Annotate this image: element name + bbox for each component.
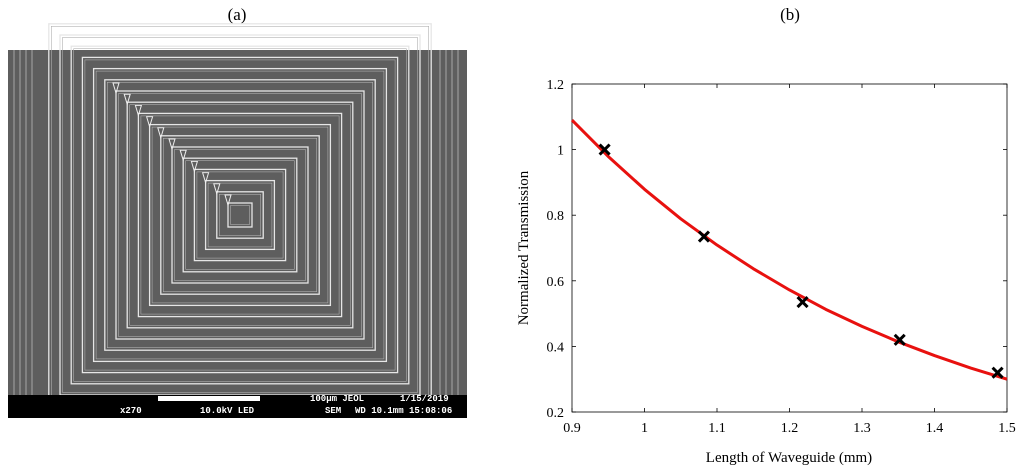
taper [157,127,165,140]
x-tick-label: 1.4 [926,421,944,436]
scale-bar [158,396,260,401]
data-point [697,230,711,243]
waveguide-loop [182,157,298,273]
waveguide-loop [92,67,388,363]
waveguide-loop [227,202,253,228]
x-tick-label: 1.5 [998,421,1016,436]
waveguide-loop [216,191,264,239]
waveguide-loop [204,179,276,251]
sem-text: SEM [325,406,341,416]
panel-label: (b) [780,5,800,24]
y-tick-label: 1 [557,144,564,159]
waveguide-loop [207,182,273,248]
x-axis-label: Length of Waveguide (mm) [706,450,872,466]
taper [145,116,154,129]
taper [213,183,221,196]
x-tick-label: 0.9 [563,421,581,436]
y-tick-label: 0.2 [547,406,565,421]
taper [112,82,120,95]
waveguide-loop [62,37,418,393]
waveguide-loop [73,48,407,382]
y-tick-label: 0.6 [547,275,565,290]
sem-text: 1/15/2019 [400,394,449,404]
waveguide-loop [163,138,317,292]
waveguide-loop [185,160,295,270]
waveguide-loop [196,171,284,259]
sem-text: WD 10.1mm 15:08:06 [355,406,452,416]
sem-text: 10.0kV LED [200,406,255,416]
waveguide-loop [129,104,351,326]
x-tick-label: 1.1 [708,421,726,436]
waveguide-loop [219,194,262,237]
waveguide-loop [174,149,306,281]
waveguide-loop [107,82,373,348]
taper [190,160,199,174]
taper [201,172,210,185]
waveguide-loop [70,45,410,385]
sem-text: x270 [120,406,142,416]
taper [168,138,176,151]
taper [123,93,131,106]
waveguide-loop [230,205,250,225]
waveguide-loop [148,123,332,307]
waveguide-loop [95,70,385,360]
taper [224,194,232,207]
taper [134,104,143,118]
spiral-waveguide [13,23,459,407]
axes-frame [571,83,1008,413]
waveguide-loop [160,135,320,295]
y-tick-label: 0.8 [547,209,565,224]
sem-image: 100µm JEOL 1/15/2019 x270 10.0kV LED SEM… [8,23,467,418]
waveguide-loop [115,90,365,340]
data-point [893,333,906,346]
waveguide-loop [171,146,309,284]
x-tick-label: 1.3 [853,421,871,436]
taper [179,149,187,162]
waveguide-loop [137,112,343,318]
fit-curve [570,119,1008,381]
x-tick-label: 1.2 [781,421,799,436]
y-tick-label: 0.4 [547,340,565,355]
data-point [598,143,611,156]
waveguide-loop [118,93,362,337]
waveguide-loop [193,168,287,262]
x-tick-label: 1 [641,421,648,436]
chart: Length of Waveguide (mm) Normalized Tran… [516,78,1016,466]
waveguide-loop [84,59,396,371]
sem-info-bar [8,395,467,418]
y-axis-label: Normalized Transmission [516,170,532,325]
waveguide-loop [104,79,376,351]
waveguide-loop [126,101,354,329]
waveguide-loop [81,56,399,374]
waveguide-loop [140,115,340,315]
waveguide-loop [151,126,329,304]
sem-background [8,50,467,395]
data-point [991,366,1004,379]
y-tick-label: 1.2 [547,78,565,93]
panel-label: (a) [228,5,247,24]
sem-text: 100µm JEOL [310,394,364,404]
data-point [796,296,809,309]
